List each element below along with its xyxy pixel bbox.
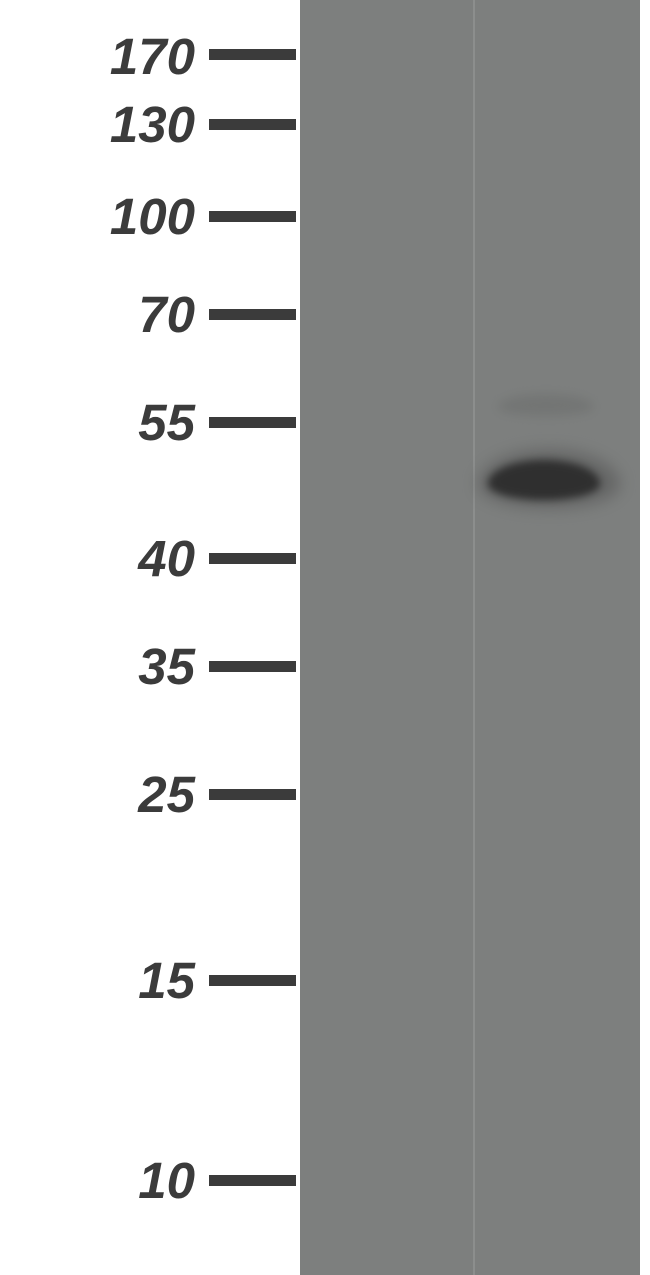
- marker-label-100: 100: [110, 191, 195, 242]
- marker-tick-10: [209, 1175, 296, 1186]
- band-main-45kda: [488, 460, 600, 500]
- marker-label-130: 130: [110, 99, 195, 150]
- marker-label-70: 70: [138, 289, 195, 340]
- lane-divider: [473, 0, 475, 1275]
- marker-tick-55: [209, 417, 296, 428]
- marker-label-15: 15: [138, 955, 195, 1006]
- marker-label-10: 10: [138, 1155, 195, 1206]
- marker-label-170: 170: [110, 31, 195, 82]
- marker-label-35: 35: [138, 641, 195, 692]
- band-faint-upper: [498, 394, 594, 416]
- western-blot-figure: 170 130 100 70 55 40 35 25 15 10: [0, 0, 650, 1275]
- marker-label-40: 40: [138, 533, 195, 584]
- marker-label-25: 25: [138, 769, 195, 820]
- marker-label-55: 55: [138, 397, 195, 448]
- marker-tick-25: [209, 789, 296, 800]
- marker-tick-70: [209, 309, 296, 320]
- marker-tick-35: [209, 661, 296, 672]
- marker-tick-130: [209, 119, 296, 130]
- marker-tick-170: [209, 49, 296, 60]
- marker-tick-100: [209, 211, 296, 222]
- marker-tick-40: [209, 553, 296, 564]
- blot-membrane: [300, 0, 640, 1275]
- marker-tick-15: [209, 975, 296, 986]
